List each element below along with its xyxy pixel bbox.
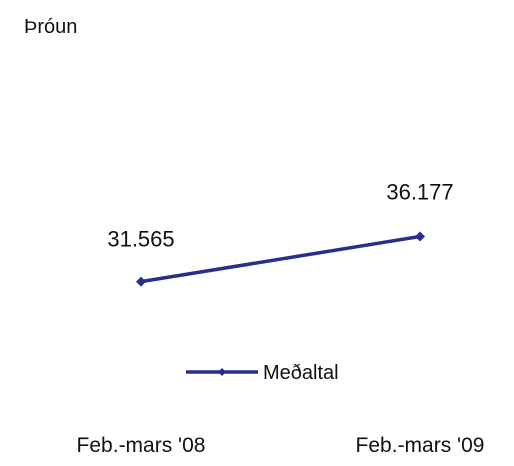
data-label-0: 31.565 — [107, 227, 174, 252]
data-label-1: 36.177 — [386, 179, 453, 204]
data-point-0 — [136, 276, 146, 287]
legend-label-medaltal: Meðaltal — [263, 362, 339, 384]
x-tick-label-1: Feb.-mars '09 — [356, 434, 485, 457]
data-point-1 — [415, 231, 425, 242]
legend-swatch-marker — [218, 368, 226, 376]
x-tick-label-0: Feb.-mars '08 — [77, 434, 206, 457]
legend: Meðaltal — [186, 362, 339, 384]
series-line-medaltal — [140, 234, 421, 284]
data-labels: 31.565 36.177 — [107, 179, 453, 251]
plot-area — [136, 231, 425, 287]
chart-title: Þróun — [24, 16, 77, 38]
x-axis-labels: Feb.-mars '08 Feb.-mars '09 — [77, 434, 485, 457]
